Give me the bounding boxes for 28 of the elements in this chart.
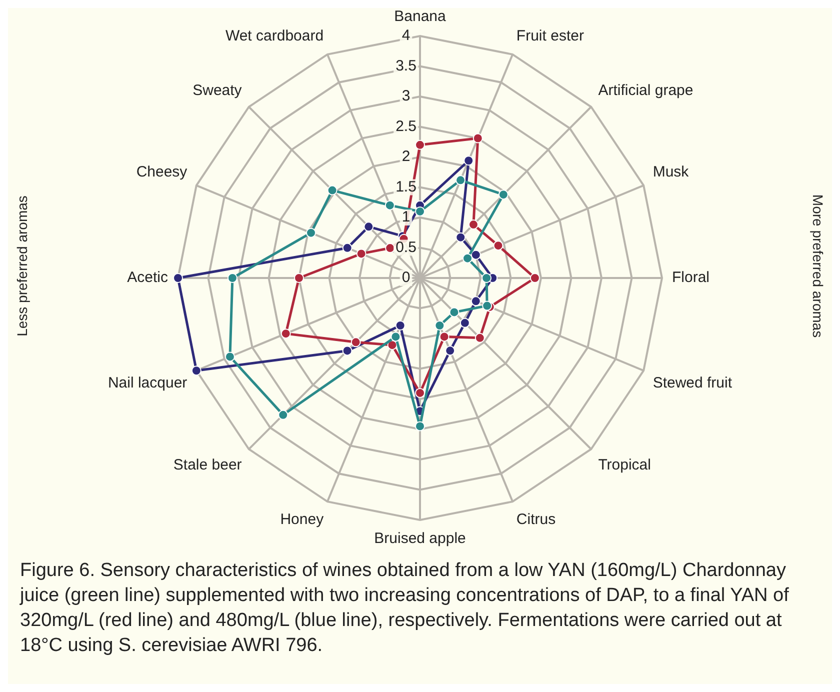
y-tick-label: 0.5 — [396, 238, 416, 256]
y-tick-label: 1.5 — [396, 178, 416, 196]
spoke-label: Bruised apple — [374, 530, 466, 548]
spoke-label: Acetic — [127, 269, 168, 286]
spoke-label: Fruit ester — [516, 27, 584, 44]
spoke-label: Stewed fruit — [652, 374, 733, 392]
spoke-label: Cheesy — [136, 164, 188, 181]
y-tick-label: 2 — [402, 148, 410, 166]
spoke-label: Honey — [280, 510, 324, 528]
y-tick-label: 3 — [402, 88, 410, 105]
caption: Figure 6. Sensory characteristics of wines obtained from a low YAN (160mg/L) Chardonnay juice (green line) supplemented with two increasing concentrations of DAP, to a final YAN of 320mg/L (red line) and 480mg/L (blue line), respectively. Fermentations were carried out at 18°C using S. cerevisiae AWRI 796. — [20, 559, 790, 658]
spoke-label: Artificial grape — [598, 82, 694, 99]
text: Less preferred aromas — [14, 196, 30, 336]
spoke-label: Nail lacquer — [108, 374, 188, 392]
spoke-label: Sweaty — [192, 82, 242, 99]
spoke-label: Citrus — [516, 510, 556, 528]
spoke-label: Floral — [672, 269, 710, 286]
spoke-label: Wet cardboard — [225, 27, 324, 44]
y-tick-label: 3.5 — [396, 57, 416, 74]
y-tick-label: 1 — [402, 208, 410, 226]
y-tick-label: 0 — [402, 269, 410, 286]
y-tick-label: 2.5 — [396, 118, 416, 135]
spoke-label: Musk — [652, 164, 690, 181]
spoke-label: Tropical — [598, 456, 651, 474]
text: More preferred aromas — [810, 194, 826, 338]
spoke-label: Banana — [394, 8, 447, 26]
spoke-label: Stale beer — [173, 456, 242, 474]
y-tick-label: 4 — [402, 27, 410, 44]
